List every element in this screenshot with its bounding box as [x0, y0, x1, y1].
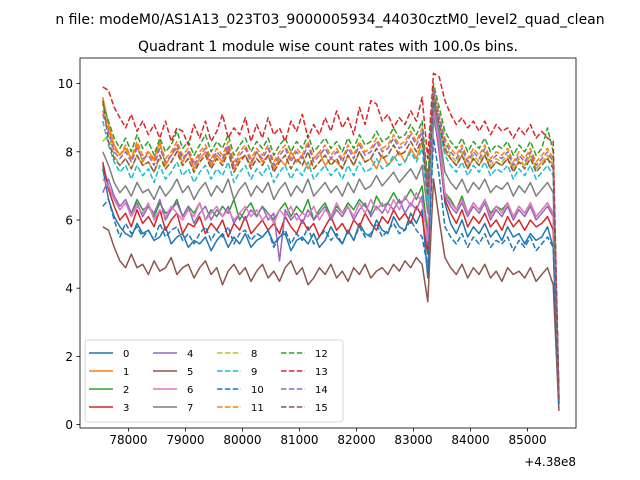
series-layer — [102, 72, 560, 411]
x-tick-label: 84000 — [451, 433, 489, 447]
legend-frame — [84, 339, 344, 423]
series-line-0 — [102, 116, 560, 405]
plot-frame — [79, 57, 577, 429]
legend-label-1: 1 — [123, 367, 129, 378]
series-line-12 — [102, 82, 560, 398]
legend-label-5: 5 — [187, 367, 193, 378]
legend-label-12: 12 — [315, 349, 328, 360]
x-tick-label: 78000 — [109, 433, 147, 447]
chart-title: Quadrant 1 module wise count rates with … — [138, 39, 518, 55]
series-line-10 — [102, 137, 560, 408]
legend-label-6: 6 — [187, 385, 193, 396]
x-offset-label: +4.38e8 — [524, 455, 576, 469]
legend-label-0: 0 — [123, 349, 129, 360]
legend-label-2: 2 — [123, 385, 129, 396]
x-tick-label: 83000 — [394, 433, 432, 447]
series-line-6 — [102, 106, 560, 401]
legend-label-14: 14 — [315, 385, 328, 396]
series-line-4 — [102, 113, 560, 401]
legend-label-7: 7 — [187, 403, 193, 414]
legend-label-13: 13 — [315, 367, 328, 378]
series-line-14 — [102, 89, 560, 398]
x-tick-label: 85000 — [508, 433, 546, 447]
legend-label-4: 4 — [187, 349, 193, 360]
series-line-13 — [102, 72, 560, 394]
series-line-9 — [102, 99, 560, 401]
legend-label-8: 8 — [251, 349, 257, 360]
figure-suptitle: n file: modeM0/AS1A13_023T03_9000005934_… — [55, 12, 604, 28]
y-tick-label: 2 — [65, 350, 73, 364]
x-tick-label: 80000 — [223, 433, 261, 447]
y-axis: 0 2 4 6 8 10 — [58, 77, 80, 432]
y-tick-label: 10 — [58, 77, 73, 91]
y-tick-label: 0 — [65, 418, 73, 432]
series-line-7 — [102, 103, 560, 401]
series-line-5 — [102, 178, 560, 411]
legend-label-15: 15 — [315, 403, 328, 414]
y-tick-label: 6 — [65, 213, 73, 227]
legend-label-3: 3 — [123, 403, 129, 414]
x-tick-label: 79000 — [166, 433, 204, 447]
legend-label-11: 11 — [251, 403, 264, 414]
y-tick-label: 8 — [65, 145, 73, 159]
series-line-11 — [102, 86, 560, 398]
x-tick-label: 81000 — [280, 433, 318, 447]
x-axis: 78000 79000 80000 81000 82000 83000 84000 85000 — [109, 428, 547, 447]
y-tick-label: 4 — [65, 282, 73, 296]
x-tick-label: 82000 — [337, 433, 375, 447]
legend-label-9: 9 — [251, 367, 257, 378]
series-line-15 — [102, 96, 560, 401]
legend-label-10: 10 — [251, 385, 264, 396]
